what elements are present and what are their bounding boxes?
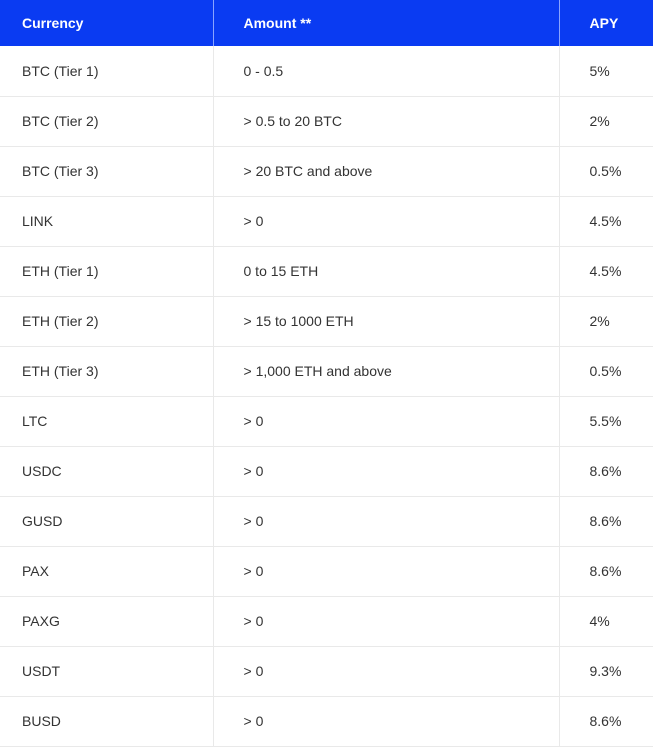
cell-amount: 0 - 0.5 (213, 46, 560, 97)
table-row: BTC (Tier 3) > 20 BTC and above 0.5% (0, 146, 653, 197)
cell-apy: 8.6% (559, 546, 653, 597)
cell-currency: PAX (0, 546, 214, 597)
cell-amount: > 0.5 to 20 BTC (213, 96, 560, 147)
cell-amount: > 0 (213, 696, 560, 747)
cell-apy: 8.6% (559, 446, 653, 497)
cell-currency: LTC (0, 396, 214, 447)
table-row: ETH (Tier 1) 0 to 15 ETH 4.5% (0, 246, 653, 297)
cell-apy: 8.6% (559, 496, 653, 547)
table-row: PAX > 0 8.6% (0, 546, 653, 597)
cell-apy: 0.5% (559, 346, 653, 397)
table-row: BTC (Tier 1) 0 - 0.5 5% (0, 46, 653, 97)
cell-apy: 4% (559, 596, 653, 647)
cell-amount: > 0 (213, 446, 560, 497)
cell-currency: USDC (0, 446, 214, 497)
cell-amount: > 1,000 ETH and above (213, 346, 560, 397)
cell-amount: > 0 (213, 646, 560, 697)
cell-currency: GUSD (0, 496, 214, 547)
cell-apy: 9.3% (559, 646, 653, 697)
cell-amount: > 0 (213, 396, 560, 447)
cell-currency: BUSD (0, 696, 214, 747)
cell-apy: 5.5% (559, 396, 653, 447)
cell-currency: ETH (Tier 1) (0, 246, 214, 297)
table-row: PAXG > 0 4% (0, 596, 653, 647)
table-row: ETH (Tier 2) > 15 to 1000 ETH 2% (0, 296, 653, 347)
cell-apy: 2% (559, 96, 653, 147)
cell-amount: > 20 BTC and above (213, 146, 560, 197)
cell-currency: ETH (Tier 3) (0, 346, 214, 397)
cell-apy: 8.6% (559, 696, 653, 747)
cell-currency: BTC (Tier 1) (0, 46, 214, 97)
table-row: USDT > 0 9.3% (0, 646, 653, 697)
header-row: Currency Amount ** APY (0, 0, 653, 46)
cell-amount: > 0 (213, 596, 560, 647)
table-row: ETH (Tier 3) > 1,000 ETH and above 0.5% (0, 346, 653, 397)
table-row: USDC > 0 8.6% (0, 446, 653, 497)
table-row: GUSD > 0 8.6% (0, 496, 653, 547)
cell-amount: > 0 (213, 496, 560, 547)
header-amount: Amount ** (213, 0, 560, 46)
header-apy: APY (559, 0, 653, 46)
table-body: BTC (Tier 1) 0 - 0.5 5% BTC (Tier 2) > 0… (0, 46, 653, 747)
cell-currency: USDT (0, 646, 214, 697)
cell-apy: 5% (559, 46, 653, 97)
cell-apy: 2% (559, 296, 653, 347)
cell-currency: ETH (Tier 2) (0, 296, 214, 347)
cell-amount: > 0 (213, 196, 560, 247)
cell-apy: 4.5% (559, 196, 653, 247)
table-row: BTC (Tier 2) > 0.5 to 20 BTC 2% (0, 96, 653, 147)
cell-amount: > 15 to 1000 ETH (213, 296, 560, 347)
cell-currency: BTC (Tier 2) (0, 96, 214, 147)
table-row: LTC > 0 5.5% (0, 396, 653, 447)
table-row: BUSD > 0 8.6% (0, 696, 653, 747)
cell-apy: 4.5% (559, 246, 653, 297)
cell-currency: LINK (0, 196, 214, 247)
cell-amount: > 0 (213, 546, 560, 597)
cell-amount: 0 to 15 ETH (213, 246, 560, 297)
cell-currency: BTC (Tier 3) (0, 146, 214, 197)
cell-apy: 0.5% (559, 146, 653, 197)
table-row: LINK > 0 4.5% (0, 196, 653, 247)
table-header: Currency Amount ** APY (0, 0, 653, 46)
cell-currency: PAXG (0, 596, 214, 647)
header-currency: Currency (0, 0, 214, 46)
